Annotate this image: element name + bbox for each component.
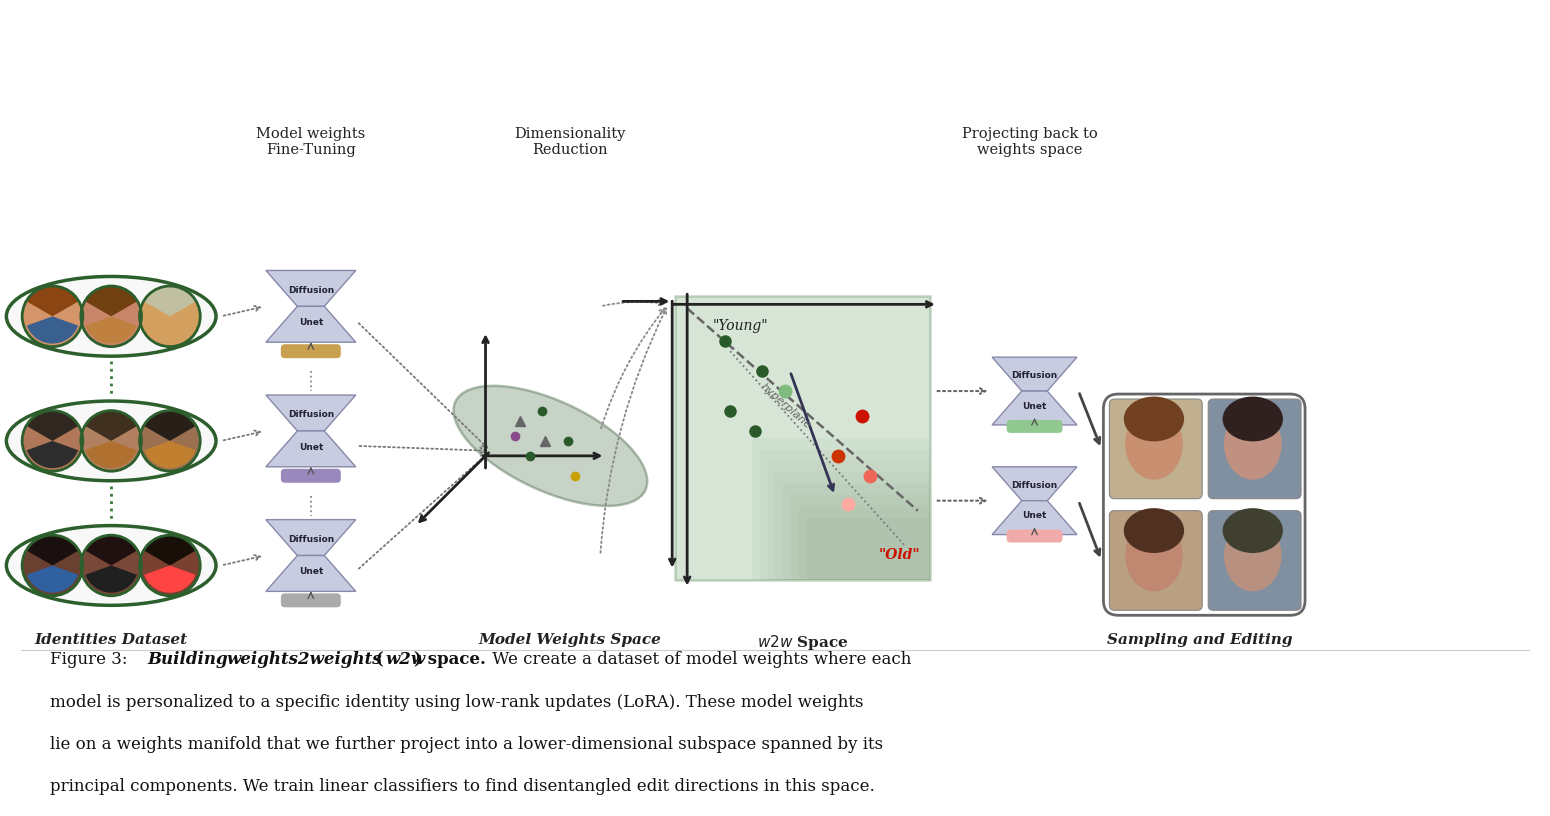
Text: ) space.: ) space. — [414, 651, 485, 668]
Text: Diffusion: Diffusion — [1012, 371, 1057, 380]
Text: Diffusion: Diffusion — [288, 410, 333, 419]
Wedge shape — [85, 565, 136, 592]
Wedge shape — [26, 441, 78, 468]
Polygon shape — [267, 556, 356, 592]
Ellipse shape — [1125, 408, 1183, 480]
Circle shape — [81, 410, 141, 471]
Ellipse shape — [454, 386, 648, 506]
Wedge shape — [26, 317, 78, 344]
FancyBboxPatch shape — [1110, 399, 1203, 499]
FancyBboxPatch shape — [1207, 399, 1300, 499]
Ellipse shape — [1224, 520, 1282, 592]
Ellipse shape — [1223, 508, 1283, 553]
Circle shape — [81, 535, 141, 596]
Text: principal components. We train linear classifiers to find disentangled edit dire: principal components. We train linear cl… — [50, 778, 874, 796]
Wedge shape — [85, 441, 136, 468]
Text: Unet: Unet — [299, 442, 322, 451]
Ellipse shape — [1124, 397, 1184, 441]
Circle shape — [22, 286, 82, 347]
Text: "Young": "Young" — [713, 319, 769, 333]
Ellipse shape — [1125, 520, 1183, 592]
FancyBboxPatch shape — [281, 344, 341, 358]
Ellipse shape — [6, 277, 215, 356]
Text: $\mathit{w2w}$ Space: $\mathit{w2w}$ Space — [756, 633, 848, 652]
Wedge shape — [85, 535, 138, 565]
Text: Dimensionality
Reduction: Dimensionality Reduction — [515, 126, 626, 157]
Wedge shape — [26, 410, 79, 441]
Circle shape — [22, 535, 82, 596]
Ellipse shape — [6, 401, 215, 481]
FancyBboxPatch shape — [281, 593, 341, 607]
Polygon shape — [992, 501, 1077, 534]
Ellipse shape — [1224, 408, 1282, 480]
Wedge shape — [85, 317, 136, 344]
Wedge shape — [144, 441, 195, 468]
Text: Projecting back to
weights space: Projecting back to weights space — [961, 126, 1097, 157]
Wedge shape — [144, 535, 197, 565]
FancyBboxPatch shape — [1110, 511, 1203, 610]
Polygon shape — [267, 395, 356, 431]
FancyBboxPatch shape — [1006, 530, 1062, 543]
FancyBboxPatch shape — [281, 469, 341, 483]
Text: Sampling and Editing: Sampling and Editing — [1108, 633, 1293, 647]
Wedge shape — [26, 565, 78, 592]
Text: Diffusion: Diffusion — [288, 286, 333, 295]
Text: Unet: Unet — [1023, 512, 1046, 521]
Text: w2w: w2w — [386, 651, 426, 668]
FancyBboxPatch shape — [676, 296, 930, 580]
Polygon shape — [992, 391, 1077, 425]
Text: weights2weights: weights2weights — [226, 651, 381, 668]
Wedge shape — [144, 317, 195, 344]
Text: We create a dataset of model weights where each: We create a dataset of model weights whe… — [487, 651, 911, 668]
Text: model is personalized to a specific identity using low-rank updates (LoRA). Thes: model is personalized to a specific iden… — [50, 694, 863, 711]
Wedge shape — [85, 410, 138, 441]
FancyBboxPatch shape — [1207, 511, 1300, 610]
Text: Diffusion: Diffusion — [1012, 481, 1057, 490]
Text: Model Weights Space: Model Weights Space — [479, 633, 662, 647]
Text: "Old": "Old" — [879, 548, 921, 562]
Wedge shape — [144, 565, 195, 592]
Text: hyperplane: hyperplane — [760, 381, 812, 430]
Text: Diffusion: Diffusion — [288, 534, 333, 543]
FancyBboxPatch shape — [1006, 420, 1062, 433]
Polygon shape — [267, 431, 356, 467]
Text: Unet: Unet — [299, 567, 322, 576]
Ellipse shape — [1124, 508, 1184, 553]
Wedge shape — [26, 286, 79, 317]
Ellipse shape — [1223, 397, 1283, 441]
Polygon shape — [992, 357, 1077, 391]
Text: lie on a weights manifold that we further project into a lower-dimensional subsp: lie on a weights manifold that we furthe… — [50, 736, 883, 753]
Wedge shape — [85, 286, 138, 317]
Wedge shape — [26, 535, 79, 565]
Circle shape — [22, 410, 82, 471]
Ellipse shape — [6, 526, 215, 605]
Circle shape — [140, 286, 200, 347]
Polygon shape — [267, 520, 356, 556]
Polygon shape — [267, 306, 356, 342]
Polygon shape — [992, 467, 1077, 501]
Polygon shape — [267, 270, 356, 306]
Circle shape — [81, 286, 141, 347]
Wedge shape — [144, 286, 197, 317]
Circle shape — [140, 410, 200, 471]
Text: Building: Building — [147, 651, 234, 668]
Circle shape — [140, 535, 200, 596]
Text: (: ( — [370, 651, 384, 668]
Text: Model weights
Fine-Tuning: Model weights Fine-Tuning — [256, 126, 366, 157]
Text: Identities Dataset: Identities Dataset — [34, 633, 188, 647]
Text: Figure 3:: Figure 3: — [50, 651, 132, 668]
Wedge shape — [144, 410, 197, 441]
Text: Unet: Unet — [299, 318, 322, 327]
Text: Unet: Unet — [1023, 401, 1046, 410]
